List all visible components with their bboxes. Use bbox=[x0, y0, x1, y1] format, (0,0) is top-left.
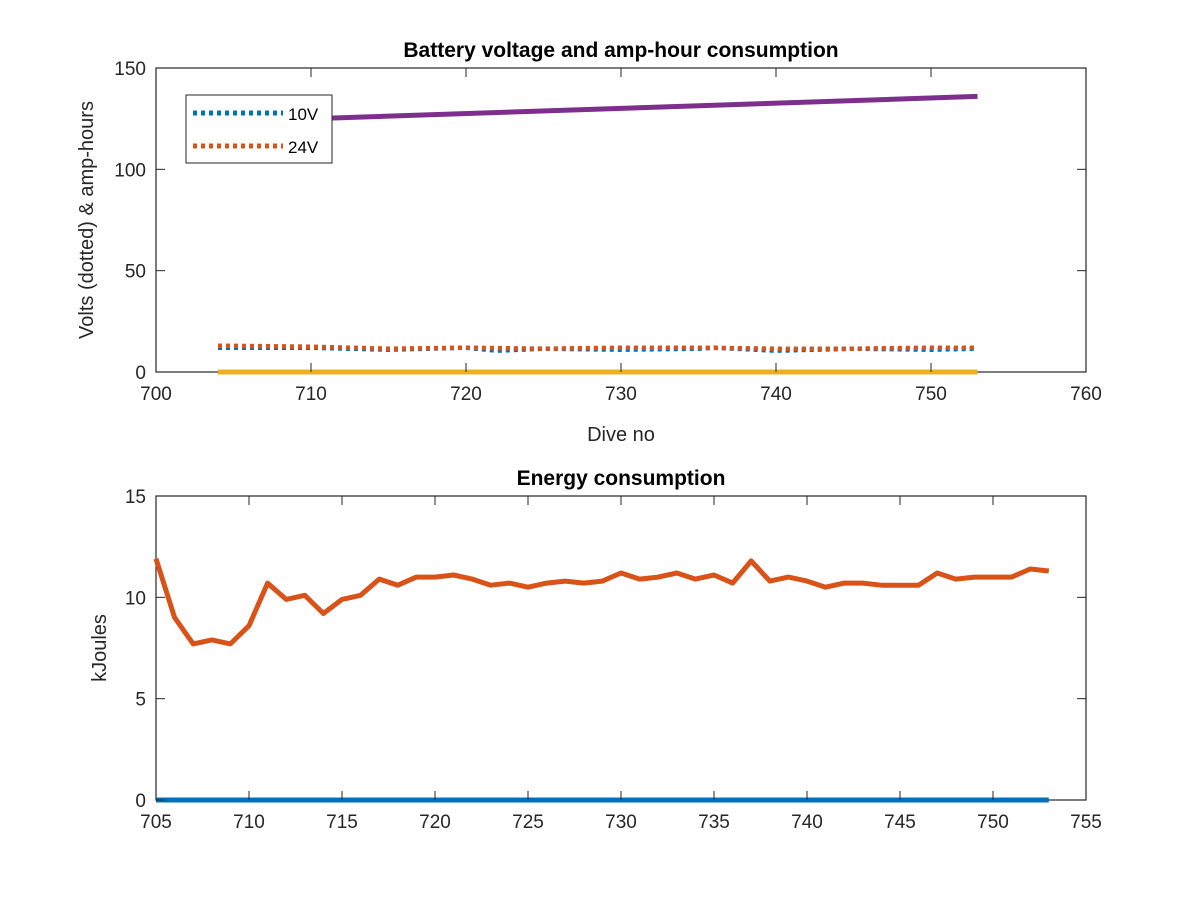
x-tick-label: 725 bbox=[512, 812, 544, 833]
chart-energy-consumption: 705 710 715 720 725 730 735 740 745 750 755051015 … bbox=[89, 467, 1102, 833]
x-tick-label: 720 bbox=[450, 384, 482, 405]
y-tick-label: 0 bbox=[135, 363, 146, 384]
x-tick-label: 720 bbox=[419, 812, 451, 833]
x-tick-label: 730 bbox=[605, 384, 637, 405]
y-tick-label: 100 bbox=[114, 160, 146, 181]
y-tick-label: 15 bbox=[125, 487, 146, 508]
series-line-3 bbox=[310, 93, 978, 122]
legend-label-10v: 10V bbox=[288, 105, 319, 124]
x-tick-label: 750 bbox=[977, 812, 1009, 833]
x-tick-label: 700 bbox=[140, 384, 172, 405]
x-tick-label: 750 bbox=[915, 384, 947, 405]
x-axis-label: Dive no bbox=[587, 424, 655, 446]
y-tick-label: 0 bbox=[135, 791, 146, 812]
plot-area bbox=[155, 495, 1087, 801]
x-tick-label: 755 bbox=[1070, 812, 1102, 833]
x-tick-label: 710 bbox=[233, 812, 265, 833]
legend: 10V 24V bbox=[185, 94, 333, 164]
x-tick-label: 740 bbox=[791, 812, 823, 833]
y-tick-label: 150 bbox=[114, 59, 146, 80]
y-tick-label: 5 bbox=[135, 690, 146, 711]
y-axis-label: Volts (dotted) & amp-hours bbox=[76, 101, 98, 339]
x-tick-label: 705 bbox=[140, 812, 172, 833]
x-tick-label: 730 bbox=[605, 812, 637, 833]
chart-title: Battery voltage and amp-hour consumption bbox=[403, 39, 838, 62]
tick-group: 700 710 720 730 740 750 760 0 50 100 150 bbox=[114, 59, 1102, 405]
y-tick-label: 10 bbox=[125, 588, 146, 609]
x-tick-label: 735 bbox=[698, 812, 730, 833]
legend-label-24v: 24V bbox=[288, 138, 319, 157]
tick-group: 705 710 715 720 725 730 735 740 745 750 755 0 5 10 15 bbox=[125, 487, 1102, 833]
chart-title: Energy consumption bbox=[517, 467, 726, 490]
x-tick-label: 710 bbox=[295, 384, 327, 405]
x-tick-label: 760 bbox=[1070, 384, 1102, 405]
x-tick-label: 715 bbox=[326, 812, 358, 833]
legend-box bbox=[185, 94, 333, 164]
x-tick-label: 740 bbox=[760, 384, 792, 405]
series-line-1 bbox=[153, 558, 1050, 647]
series-group bbox=[217, 93, 978, 375]
series-line-24v bbox=[217, 343, 978, 351]
y-tick-label: 50 bbox=[125, 262, 146, 283]
y-axis-label: kJoules bbox=[89, 614, 111, 682]
x-tick-label: 745 bbox=[884, 812, 916, 833]
chart-battery-voltage: 700 710 720 730 740 750 760 0 50 100 150 Battery v… bbox=[76, 39, 1102, 446]
